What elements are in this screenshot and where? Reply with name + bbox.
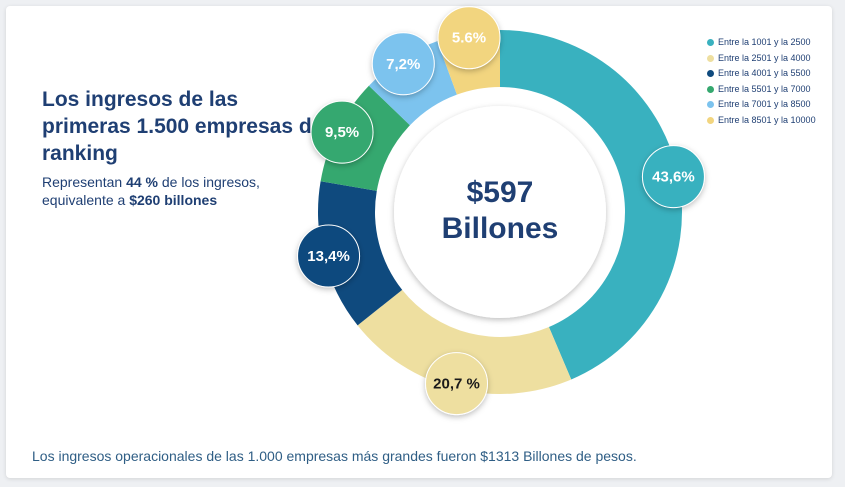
legend-label: Entre la 8501 y la 10000 xyxy=(718,114,816,125)
legend-swatch xyxy=(707,39,714,47)
chart-headline: Los ingresos de las primeras 1.500 empre… xyxy=(42,88,330,165)
legend-item: Entre la 1001 y la 2500 xyxy=(707,35,816,51)
chart-footnote: Los ingresos operacionales de las 1.000 … xyxy=(32,448,637,464)
subtext-amount: $260 billones xyxy=(129,192,218,208)
legend-item: Entre la 2501 y la 4000 xyxy=(707,51,816,67)
data-label-bubble-4 xyxy=(310,100,374,164)
legend-item: Entre la 8501 y la 10000 xyxy=(707,113,816,129)
legend-swatch xyxy=(707,70,714,78)
legend-label: Entre la 2501 y la 4000 xyxy=(718,52,811,63)
legend-swatch xyxy=(707,116,714,124)
subtext-middle: de los ingresos, xyxy=(157,174,260,190)
legend-swatch xyxy=(707,85,714,93)
legend-label: Entre la 1001 y la 2500 xyxy=(718,37,811,47)
data-label-bubble-3 xyxy=(297,224,361,288)
center-value: $597 xyxy=(467,176,534,209)
data-label-bubble-6 xyxy=(437,6,501,70)
donut-slice-1 xyxy=(500,30,682,380)
subtext-line2-prefix: equivalente a xyxy=(42,192,130,208)
donut-slice-2 xyxy=(357,289,572,395)
legend-label: Entre la 7001 y la 8500 xyxy=(718,99,811,109)
data-label-4: 9,5% xyxy=(325,124,359,141)
legend-item: Entre la 5501 y la 7000 xyxy=(707,82,816,98)
legend-item: Entre la 7001 y la 8500 xyxy=(707,97,816,113)
data-label-3: 13,4% xyxy=(307,248,350,265)
center-unit: Billones xyxy=(442,212,559,245)
chart-legend: Entre la 1001 y la 2500 Entre la 2501 y l… xyxy=(707,35,816,128)
data-label-1: 43,6% xyxy=(652,169,695,186)
data-label-5: 7,2% xyxy=(386,56,420,73)
legend-swatch xyxy=(707,54,714,62)
data-label-2: 20,7 % xyxy=(433,376,480,393)
chart-subtext: Representan 44 % de los ingresos, equiva… xyxy=(42,173,342,209)
data-label-bubble-5 xyxy=(371,32,435,96)
subtext-percent: 44 % xyxy=(126,174,158,190)
legend-label: Entre la 5501 y la 7000 xyxy=(718,83,811,94)
donut-center xyxy=(394,106,606,318)
legend-label: Entre la 4001 y la 5500 xyxy=(718,68,811,78)
data-label-bubble-1 xyxy=(641,145,705,209)
legend-item: Entre la 4001 y la 5500 xyxy=(707,66,816,82)
legend-swatch xyxy=(707,101,714,109)
donut-slice-3 xyxy=(317,181,403,326)
data-label-bubble-2 xyxy=(425,352,489,416)
data-label-6: 5.6% xyxy=(452,30,486,47)
subtext-prefix: Representan xyxy=(42,174,127,190)
